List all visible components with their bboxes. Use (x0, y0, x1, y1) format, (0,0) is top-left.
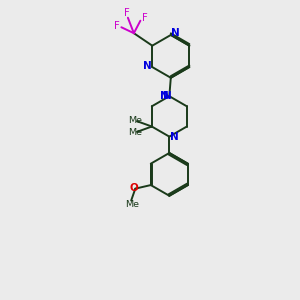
Text: N: N (164, 91, 172, 101)
Text: Me: Me (128, 128, 142, 137)
Text: N: N (142, 61, 151, 71)
Text: F: F (142, 13, 148, 23)
Text: Me: Me (125, 200, 140, 209)
Text: F: F (114, 21, 120, 31)
Text: F: F (124, 8, 130, 18)
Text: N: N (170, 132, 179, 142)
Text: Me: Me (128, 116, 142, 125)
Text: O: O (130, 183, 138, 193)
Text: N: N (160, 91, 169, 101)
Text: N: N (172, 28, 180, 38)
